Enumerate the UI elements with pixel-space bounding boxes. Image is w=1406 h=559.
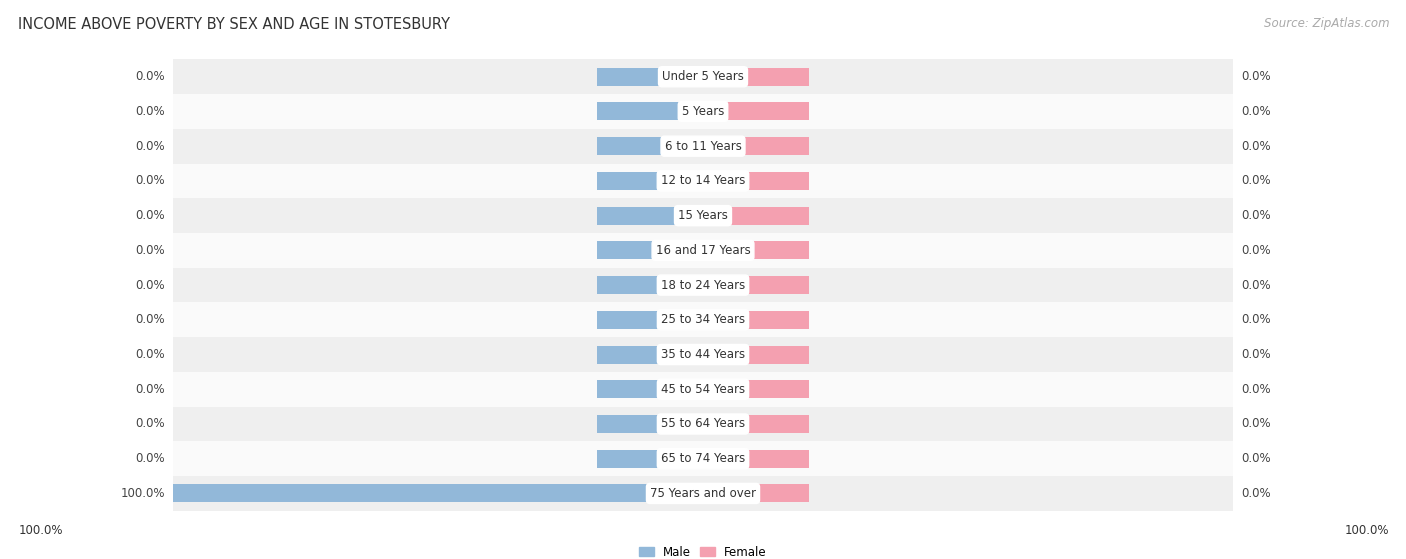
Text: 0.0%: 0.0% xyxy=(135,452,165,465)
Bar xyxy=(703,311,808,329)
Text: 100.0%: 100.0% xyxy=(18,524,63,537)
Text: 55 to 64 Years: 55 to 64 Years xyxy=(661,418,745,430)
Text: 0.0%: 0.0% xyxy=(1241,313,1271,326)
Text: 0.0%: 0.0% xyxy=(135,209,165,222)
Text: 0.0%: 0.0% xyxy=(135,313,165,326)
Text: INCOME ABOVE POVERTY BY SEX AND AGE IN STOTESBURY: INCOME ABOVE POVERTY BY SEX AND AGE IN S… xyxy=(18,17,450,32)
Text: 0.0%: 0.0% xyxy=(135,418,165,430)
Text: 0.0%: 0.0% xyxy=(1241,140,1271,153)
Text: 65 to 74 Years: 65 to 74 Years xyxy=(661,452,745,465)
Bar xyxy=(703,380,808,399)
Bar xyxy=(598,345,703,363)
Text: Source: ZipAtlas.com: Source: ZipAtlas.com xyxy=(1264,17,1389,30)
Text: 16 and 17 Years: 16 and 17 Years xyxy=(655,244,751,257)
Text: 0.0%: 0.0% xyxy=(1241,348,1271,361)
Bar xyxy=(173,476,1233,511)
Text: 0.0%: 0.0% xyxy=(1241,244,1271,257)
Text: 0.0%: 0.0% xyxy=(135,348,165,361)
Bar xyxy=(173,59,1233,94)
Bar xyxy=(173,233,1233,268)
Bar xyxy=(173,442,1233,476)
Text: 18 to 24 Years: 18 to 24 Years xyxy=(661,278,745,292)
Bar xyxy=(703,102,808,121)
Bar xyxy=(173,198,1233,233)
Text: 0.0%: 0.0% xyxy=(1241,278,1271,292)
Text: 0.0%: 0.0% xyxy=(135,105,165,118)
Bar xyxy=(173,129,1233,164)
Legend: Male, Female: Male, Female xyxy=(634,541,772,559)
Text: 0.0%: 0.0% xyxy=(1241,70,1271,83)
Text: 0.0%: 0.0% xyxy=(1241,174,1271,187)
Text: 0.0%: 0.0% xyxy=(135,70,165,83)
Bar xyxy=(703,137,808,155)
Text: Under 5 Years: Under 5 Years xyxy=(662,70,744,83)
Bar xyxy=(598,380,703,399)
Text: 0.0%: 0.0% xyxy=(1241,452,1271,465)
Text: 0.0%: 0.0% xyxy=(1241,487,1271,500)
Text: 0.0%: 0.0% xyxy=(135,244,165,257)
Bar xyxy=(598,276,703,294)
Bar xyxy=(173,372,1233,406)
Bar xyxy=(598,68,703,86)
Bar xyxy=(703,415,808,433)
Bar xyxy=(598,311,703,329)
Text: 0.0%: 0.0% xyxy=(135,278,165,292)
Bar xyxy=(173,406,1233,442)
Bar xyxy=(703,172,808,190)
Bar xyxy=(703,241,808,259)
Bar xyxy=(598,102,703,121)
Bar xyxy=(703,485,808,503)
Text: 0.0%: 0.0% xyxy=(1241,418,1271,430)
Bar xyxy=(703,449,808,468)
Bar xyxy=(173,302,1233,337)
Text: 45 to 54 Years: 45 to 54 Years xyxy=(661,383,745,396)
Bar xyxy=(703,276,808,294)
Text: 0.0%: 0.0% xyxy=(1241,209,1271,222)
Text: 12 to 14 Years: 12 to 14 Years xyxy=(661,174,745,187)
Bar xyxy=(703,68,808,86)
Bar xyxy=(173,268,1233,302)
Text: 75 Years and over: 75 Years and over xyxy=(650,487,756,500)
Bar xyxy=(173,485,703,503)
Text: 0.0%: 0.0% xyxy=(1241,105,1271,118)
Text: 0.0%: 0.0% xyxy=(135,174,165,187)
Bar xyxy=(173,337,1233,372)
Bar xyxy=(703,345,808,363)
Text: 35 to 44 Years: 35 to 44 Years xyxy=(661,348,745,361)
Text: 0.0%: 0.0% xyxy=(135,140,165,153)
Text: 100.0%: 100.0% xyxy=(120,487,165,500)
Text: 25 to 34 Years: 25 to 34 Years xyxy=(661,313,745,326)
Text: 0.0%: 0.0% xyxy=(1241,383,1271,396)
Text: 15 Years: 15 Years xyxy=(678,209,728,222)
Bar xyxy=(598,449,703,468)
Bar xyxy=(598,172,703,190)
Text: 100.0%: 100.0% xyxy=(1344,524,1389,537)
Text: 5 Years: 5 Years xyxy=(682,105,724,118)
Bar xyxy=(598,241,703,259)
Text: 0.0%: 0.0% xyxy=(135,383,165,396)
Text: 6 to 11 Years: 6 to 11 Years xyxy=(665,140,741,153)
Bar xyxy=(598,207,703,225)
Bar xyxy=(598,137,703,155)
Bar xyxy=(598,415,703,433)
Bar xyxy=(703,207,808,225)
Bar xyxy=(173,164,1233,198)
Bar xyxy=(173,94,1233,129)
